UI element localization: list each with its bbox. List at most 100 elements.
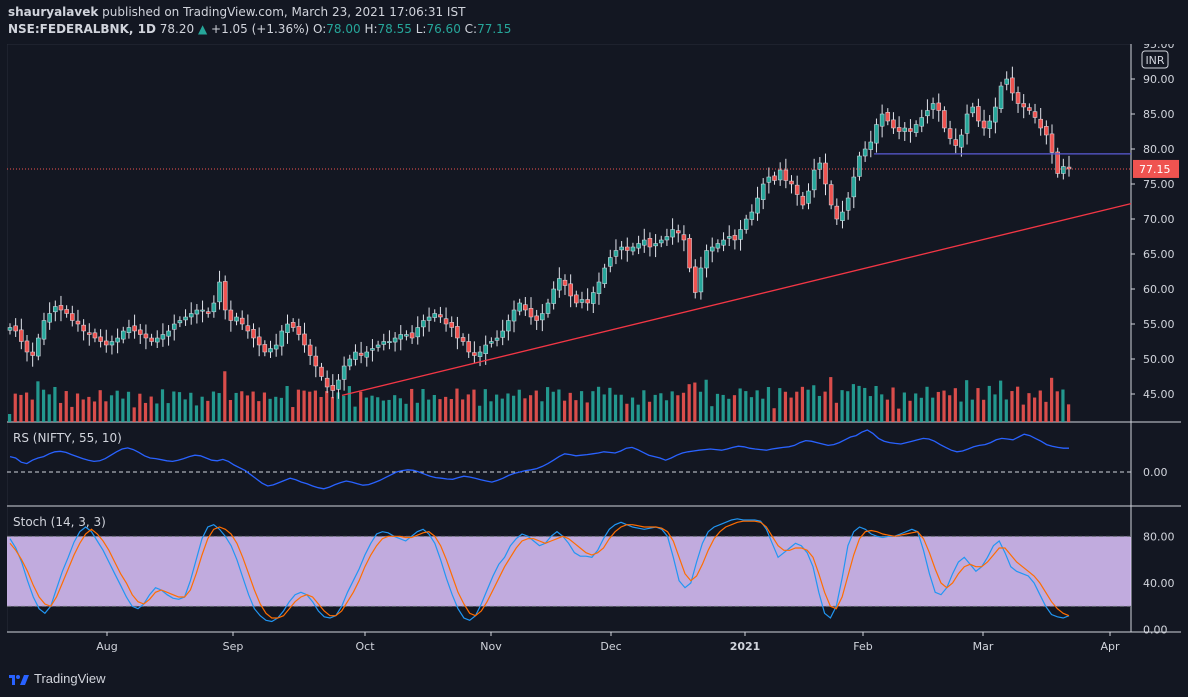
volume-bar xyxy=(653,394,657,422)
candle-body xyxy=(268,348,273,353)
candle-body xyxy=(24,340,30,353)
volume-bar xyxy=(829,377,833,422)
candle-body xyxy=(472,352,477,356)
candle-body xyxy=(766,176,772,183)
volume-bar xyxy=(189,392,193,422)
volume-bar xyxy=(608,387,612,422)
volume-bar xyxy=(959,401,963,422)
candle-body xyxy=(87,332,92,335)
candle-body xyxy=(789,180,794,185)
candle-body xyxy=(432,313,437,318)
tradingview-logo-icon[interactable] xyxy=(8,671,30,687)
volume-bar xyxy=(234,392,238,422)
publish-info: shauryalavek published on TradingView.co… xyxy=(8,5,465,19)
volume-bar xyxy=(812,385,816,422)
volume-bar xyxy=(863,387,867,422)
candle-body xyxy=(857,155,862,177)
candle-body xyxy=(324,377,330,388)
candle-body xyxy=(755,197,760,214)
volume-bar xyxy=(24,392,29,422)
candle-body xyxy=(1061,166,1066,174)
candle-body xyxy=(936,102,941,111)
volume-bar xyxy=(489,401,493,422)
volume-bar xyxy=(574,400,578,422)
volume-bar xyxy=(698,391,703,422)
open-label: O: xyxy=(313,22,327,36)
publish-text: published on TradingView.com, March 23, … xyxy=(98,5,466,19)
volume-bar xyxy=(914,393,918,422)
volume-bar xyxy=(868,396,872,422)
volume-bar xyxy=(302,390,306,422)
candle-body xyxy=(732,235,738,241)
candle-body xyxy=(166,330,171,337)
stoch-indicator-title: Stoch (14, 3, 3) xyxy=(13,515,106,529)
candle-body xyxy=(545,302,551,314)
price-tick-label: 45.00 xyxy=(1143,388,1175,401)
volume-bar xyxy=(75,393,80,422)
volume-bar xyxy=(87,396,91,422)
candle-body xyxy=(636,243,641,249)
volume-bar xyxy=(296,389,301,422)
price-tick-label: 70.00 xyxy=(1143,213,1175,226)
candle-body xyxy=(811,169,817,191)
price-chart[interactable]: 45.00 50.00 55.00 60.00 65.00 70.00 75.00 80.00… xyxy=(7,44,1181,662)
rs-tick-label: 0.00 xyxy=(1143,466,1168,479)
candle-body xyxy=(307,344,313,356)
close-value: 77.15 xyxy=(477,22,512,36)
volume-bar xyxy=(562,400,567,422)
candle-body xyxy=(1055,151,1060,174)
volume-bar xyxy=(483,389,487,422)
candle-body xyxy=(19,329,24,342)
candle-body xyxy=(296,326,302,335)
candle-body xyxy=(285,323,290,333)
candle-body xyxy=(489,341,494,344)
volume-bar xyxy=(925,386,929,422)
volume-bar xyxy=(421,389,425,422)
brand-name[interactable]: TradingView xyxy=(34,671,106,686)
volume-bar xyxy=(857,385,861,422)
candle-body xyxy=(336,379,341,390)
volume-bar xyxy=(149,396,153,422)
volume-bar xyxy=(579,391,584,422)
volume-bar xyxy=(432,394,436,422)
candle-body xyxy=(613,250,619,257)
volume-bar xyxy=(919,397,923,422)
rs-line xyxy=(9,429,1069,490)
candle-body xyxy=(228,309,234,321)
volume-bar xyxy=(619,394,623,422)
volume-bar xyxy=(755,390,759,422)
candle-body xyxy=(1032,111,1038,118)
volume-bar xyxy=(155,403,159,422)
volume-bar xyxy=(228,400,233,422)
candle-body xyxy=(381,341,387,345)
candle-body xyxy=(375,344,381,348)
symbol-label[interactable]: NSE:FEDERALBNK, 1D xyxy=(8,22,156,36)
volume-bar xyxy=(778,388,782,422)
candle-body xyxy=(681,234,687,241)
candle-body xyxy=(188,313,194,318)
close-label: C: xyxy=(464,22,478,36)
author-name[interactable]: shauryalavek xyxy=(8,5,99,19)
volume-bar xyxy=(319,396,323,422)
candle-body xyxy=(387,341,392,343)
time-tick-label: Aug xyxy=(96,640,117,653)
candle-body xyxy=(160,334,166,340)
volume-bar xyxy=(647,401,652,422)
candle-body xyxy=(75,320,81,325)
candle-body xyxy=(109,341,115,346)
time-tick-label: Sep xyxy=(223,640,244,653)
candle-body xyxy=(234,316,239,322)
candle-body xyxy=(115,337,120,343)
volume-bar xyxy=(993,394,997,422)
high-label: H: xyxy=(364,22,378,36)
volume-bar xyxy=(1038,390,1042,422)
candle-body xyxy=(64,309,69,314)
volume-bar xyxy=(908,400,912,422)
candle-body xyxy=(698,267,704,293)
candle-body xyxy=(330,385,336,391)
volume-bar xyxy=(223,371,227,422)
candle-body xyxy=(466,341,471,353)
volume-bar xyxy=(1010,391,1014,422)
volume-bar xyxy=(1021,404,1025,422)
time-tick-label: Apr xyxy=(1100,640,1120,653)
